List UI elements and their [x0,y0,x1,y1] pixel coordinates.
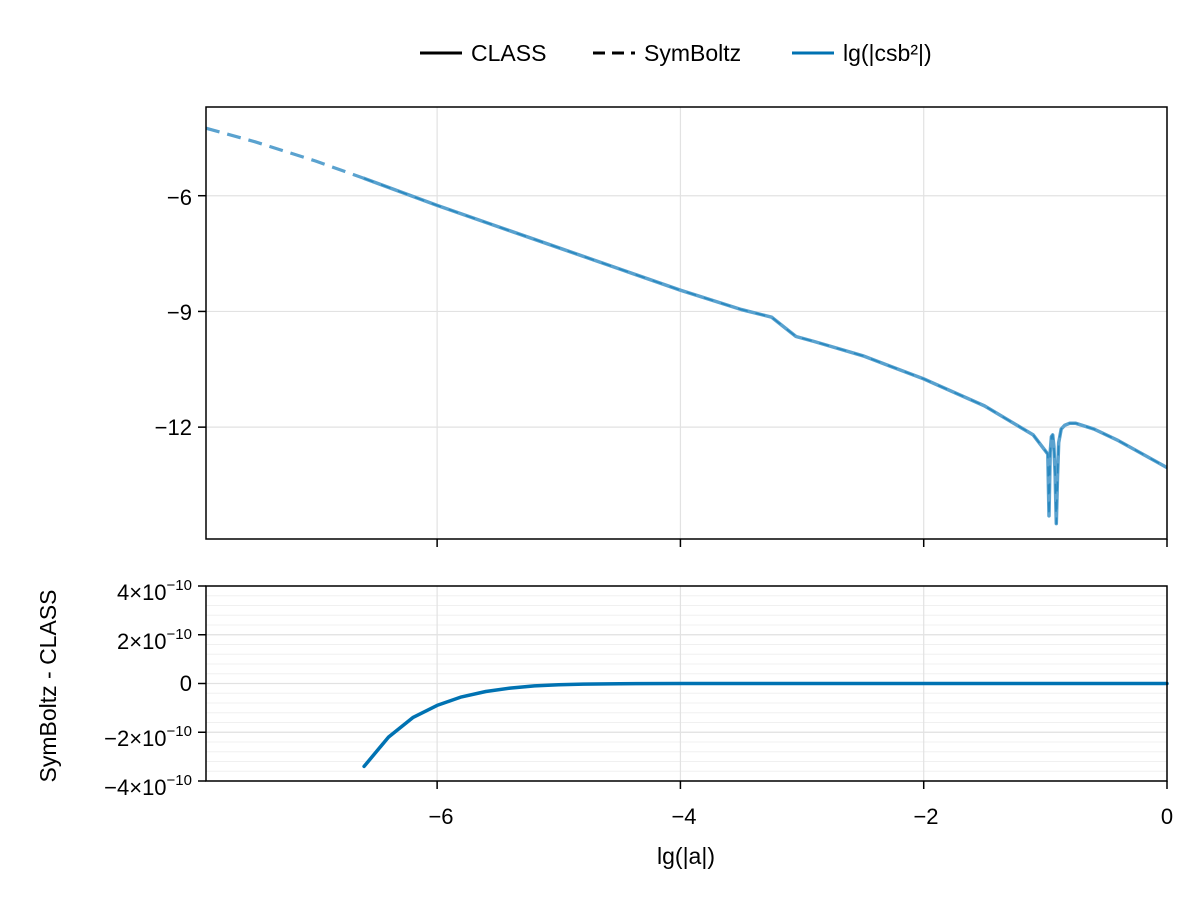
bottom-series [362,681,1169,769]
series-symboltz-line [206,126,365,180]
top-ytick-label: −12 [155,415,192,440]
ytick-exp: −10 [167,723,192,740]
top-frame [205,106,1168,540]
top-ytick-label: −9 [167,300,192,325]
bottom-ytick-label: 0 [180,671,192,696]
series-class-line [362,176,1167,526]
bottom-xtick-label: −6 [428,804,453,829]
bottom-ytick-label: 2×10−10 [117,626,192,654]
series-difference-line [362,681,1169,769]
ytick-base: 2×10 [117,629,167,654]
bottom-panel: 4×10−10 2×10−10 0 −2×10−10 −4×10−10 −6 −… [35,577,1173,869]
y-axis-title: SymBoltz - CLASS [35,590,61,783]
legend-label-symboltz: SymBoltz [644,40,741,66]
top-ytick-label: −6 [167,185,192,210]
bottom-ytick-label: −2×10−10 [104,723,192,751]
x-axis-title: lg(|a|) [657,843,715,869]
ytick-exp: −10 [167,772,192,789]
ytick-exp: −10 [167,577,192,594]
bottom-xtick-label: −2 [913,804,938,829]
bottom-xtick-label: 0 [1161,804,1173,829]
ytick-base: −2×10 [104,726,166,751]
legend-label-csb: lg(|csb²|) [843,40,932,66]
bottom-xtick-label: −4 [671,804,696,829]
legend: CLASS SymBoltz lg(|csb²|) [420,40,932,66]
ytick-exp: −10 [167,626,192,643]
legend-label-class: CLASS [471,40,546,66]
ytick-base: 4×10 [117,580,167,605]
bottom-ytick-label: −4×10−10 [104,772,192,800]
top-panel: −12 −9 −6 [155,106,1168,547]
top-grid [206,107,1168,539]
bottom-ticks [198,585,1168,789]
bottom-ytick-label: 4×10−10 [117,577,192,605]
top-series [206,126,1167,526]
top-ticks [198,194,1168,547]
ytick-base: −4×10 [104,775,166,800]
